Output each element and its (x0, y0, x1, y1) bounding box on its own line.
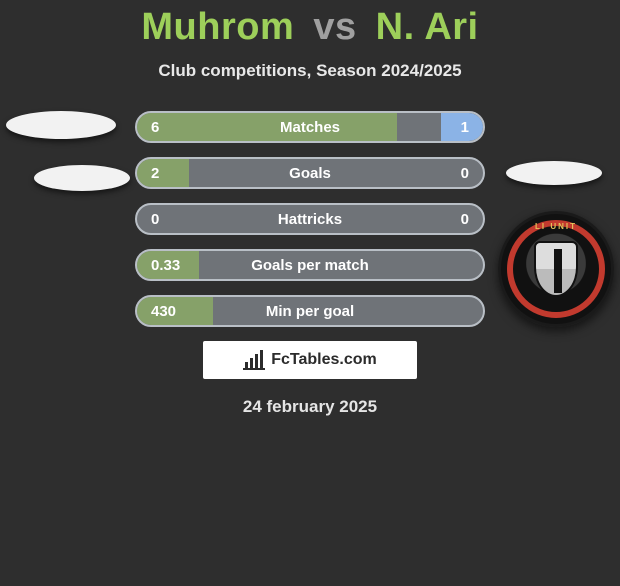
player2-name: N. Ari (376, 6, 479, 48)
emblem-arc-text: LI UNIT (535, 222, 577, 231)
date-text: 24 february 2025 (0, 397, 620, 417)
player1-badge (6, 111, 130, 217)
stat-row: 61Matches (135, 111, 485, 143)
stat-row: 430Min per goal (135, 295, 485, 327)
stat-label: Matches (137, 119, 483, 136)
chart-icon (243, 350, 265, 370)
placeholder-disc (6, 111, 116, 139)
stat-row: 00Hattricks (135, 203, 485, 235)
club-emblem: LI UNIT (498, 211, 614, 327)
player1-name: Muhrom (141, 6, 294, 48)
attribution-text: FcTables.com (271, 351, 377, 369)
comparison-stage: LI UNIT 61Matches 20Goals 00Hattricks 0.33G… (0, 111, 620, 327)
placeholder-disc (34, 165, 130, 191)
subtitle: Club competitions, Season 2024/2025 (0, 61, 620, 81)
shield-icon (534, 241, 578, 297)
stat-label: Goals per match (137, 257, 483, 274)
stat-row: 0.33Goals per match (135, 249, 485, 281)
vs-text: vs (313, 6, 356, 48)
stat-label: Hattricks (137, 211, 483, 228)
stat-row: 20Goals (135, 157, 485, 189)
stat-bars: 61Matches 20Goals 00Hattricks 0.33Goals per… (135, 111, 485, 327)
stat-label: Min per goal (137, 303, 483, 320)
stat-label: Goals (137, 165, 483, 182)
placeholder-disc (506, 161, 602, 185)
player2-badge: LI UNIT (498, 161, 614, 327)
attribution-box: FcTables.com (203, 341, 417, 379)
comparison-title: Muhrom vs N. Ari (0, 6, 620, 49)
